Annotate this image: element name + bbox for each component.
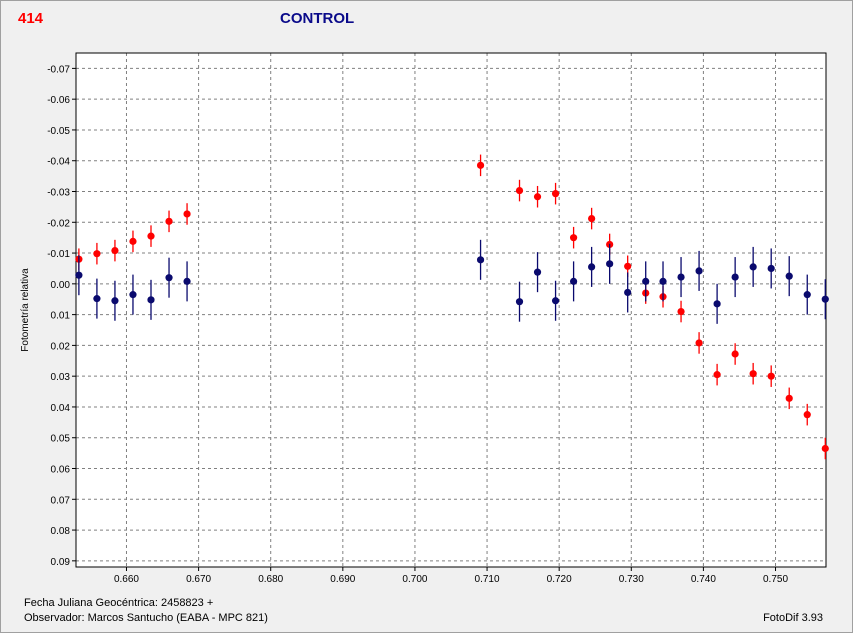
blue-data-point [642,277,650,285]
blue-data-point [476,256,485,264]
x-tick-label: 0.690 [330,574,355,585]
y-tick-label: 0.00 [51,280,71,291]
blue-data-point [533,268,542,276]
software-version-label: FotoDif 3.93 [763,612,823,624]
blue-data-point [588,263,596,271]
blue-data-point [515,298,524,306]
y-tick-label: 0.06 [51,465,71,476]
x-tick-label: 0.750 [763,574,788,585]
blue-data-point [803,291,811,299]
blue-data-point [785,272,793,280]
blue-data-point [713,300,721,308]
red-data-point [785,394,793,402]
plot-area [76,53,826,567]
y-tick-label: -0.05 [47,126,70,137]
y-tick-label: 0.04 [51,403,71,414]
red-data-point [713,371,721,379]
red-data-point [515,186,524,195]
red-data-point [165,217,173,225]
x-tick-label: 0.660 [114,574,139,585]
blue-data-point [677,273,685,281]
red-data-point [767,372,775,380]
red-data-point [677,307,685,316]
red-data-point [551,190,560,198]
blue-data-point [183,277,191,285]
y-tick-label: -0.02 [47,218,70,229]
red-data-point [476,161,485,169]
x-tick-label: 0.720 [547,574,572,585]
footer-info: Fecha Juliana Geocéntrica: 2458823 + Obs… [24,596,268,626]
y-tick-label: 0.01 [51,311,71,322]
red-data-point [147,232,155,240]
red-data-point [695,339,703,347]
blue-data-point [606,260,614,268]
y-tick-label: 0.08 [51,526,71,537]
blue-data-point [767,264,775,273]
y-tick-label: 0.03 [51,372,71,383]
plot-border [75,52,827,568]
red-data-point [533,193,542,201]
red-data-point [183,210,191,218]
red-data-point [111,246,119,255]
blue-data-point [129,291,137,299]
blue-data-point [75,271,83,279]
blue-data-point [147,296,155,304]
y-tick-label: 0.07 [51,495,71,506]
blue-data-point [821,295,829,303]
blue-data-point [551,297,560,305]
blue-data-point [659,277,667,285]
y-axis-label: Fotometría relativa [20,268,31,352]
y-tick-label: 0.09 [51,557,71,568]
blue-data-point [695,267,703,275]
blue-data-point [624,288,632,297]
x-tick-label: 0.670 [186,574,211,585]
y-tick-label: 0.05 [51,434,71,445]
red-data-point [93,250,101,258]
chart-title: CONTROL [280,10,355,27]
x-tick-label: 0.680 [258,574,283,585]
blue-data-point [749,263,757,271]
red-data-point [588,214,596,223]
y-tick-label: -0.06 [47,95,70,106]
x-tick-label: 0.710 [475,574,500,585]
red-data-point [129,237,137,245]
red-data-point [731,350,739,358]
red-data-point [803,411,811,419]
x-tick-label: 0.700 [402,574,427,585]
blue-data-point [93,295,101,303]
observer-label: Observador: Marcos Santucho (EABA - MPC … [24,612,268,624]
blue-data-point [569,277,578,285]
blue-data-point [731,273,739,281]
red-data-point [569,234,578,242]
red-data-point [624,262,632,270]
y-tick-label: -0.01 [47,249,70,260]
red-data-point [821,444,829,453]
y-tick-label: 0.02 [51,341,71,352]
red-data-point [749,370,757,378]
y-tick-label: -0.07 [47,64,70,75]
x-tick-label: 0.740 [691,574,716,585]
julian-date-label: Fecha Juliana Geocéntrica: 2458823 + [24,597,214,609]
y-tick-label: -0.03 [47,188,70,199]
object-id-label: 414 [18,10,44,27]
blue-data-point [111,297,119,305]
y-tick-label: -0.04 [47,157,70,168]
blue-data-point [165,274,173,282]
x-tick-label: 0.730 [619,574,644,585]
